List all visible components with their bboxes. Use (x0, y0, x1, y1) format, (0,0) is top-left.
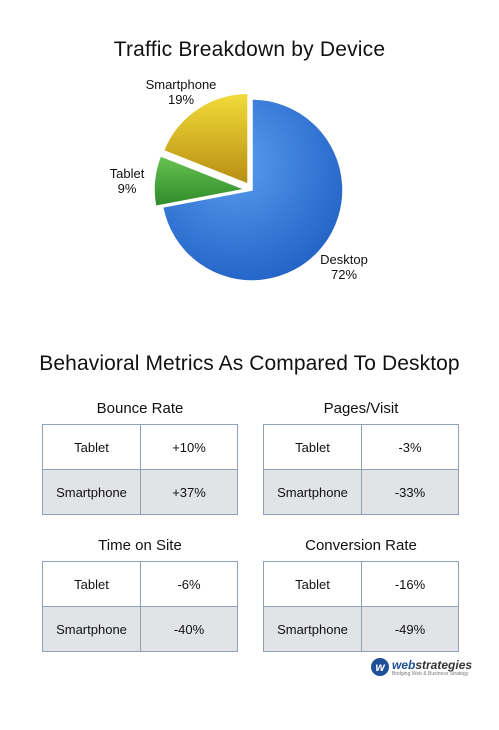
value-cell: -49% (361, 606, 459, 652)
pie-value-tablet: 9% (118, 181, 137, 196)
table-row: Tablet -3% (263, 424, 459, 470)
pie-value-desktop: 72% (331, 267, 357, 282)
webstrategies-logo: w webstrategies Bridging Web & Business … (371, 657, 472, 679)
chart-title: Traffic Breakdown by Device (113, 38, 386, 61)
pie-label-desktop: Desktop (320, 252, 368, 267)
device-cell: Tablet (263, 424, 362, 470)
table-row: Tablet -16% (263, 561, 459, 607)
metric-title: Conversion Rate (305, 537, 417, 554)
device-cell: Tablet (42, 561, 141, 607)
value-cell: -16% (361, 561, 459, 607)
bounce-rate-metric: Bounce Rate Tablet +10% Smartphone +37% (42, 400, 238, 515)
logo-text-prefix: web (392, 658, 416, 672)
pie-value-smartphone: 19% (168, 92, 194, 107)
time-on-site-metric: Time on Site Tablet -6% Smartphone -40% (42, 537, 238, 652)
metric-title: Bounce Rate (96, 400, 184, 417)
table-row: Smartphone +37% (42, 469, 238, 515)
value-cell: -40% (140, 606, 238, 652)
value-cell: +37% (140, 469, 238, 515)
conversion-rate-metric: Conversion Rate Tablet -16% Smartphone -… (263, 537, 459, 652)
device-cell: Tablet (263, 561, 362, 607)
pie-label-smartphone: Smartphone (146, 77, 217, 92)
logo-mark-icon: w (371, 658, 389, 676)
device-cell: Smartphone (42, 606, 141, 652)
pages-visit-table: Tablet -3% Smartphone -33% (263, 424, 459, 515)
logo-text-suffix: strategies (415, 658, 473, 672)
table-row: Tablet +10% (42, 424, 238, 470)
pie-slice-desktop (161, 98, 344, 282)
metric-title: Pages/Visit (323, 400, 399, 417)
value-cell: -6% (140, 561, 238, 607)
device-cell: Smartphone (42, 469, 141, 515)
table-row: Smartphone -49% (263, 606, 459, 652)
logo-text: webstrategies (392, 658, 472, 672)
value-cell: -33% (361, 469, 459, 515)
conversion-rate-table: Tablet -16% Smartphone -49% (263, 561, 459, 652)
pages-visit-metric: Pages/Visit Tablet -3% Smartphone -33% (263, 400, 459, 515)
value-cell: -3% (361, 424, 459, 470)
pie-slice-tablet (153, 154, 248, 208)
pie-slice-smartphone (162, 92, 249, 186)
metrics-section-title: Behavioral Metrics As Compared To Deskto… (39, 352, 460, 375)
table-row: Smartphone -40% (42, 606, 238, 652)
bounce-rate-table: Tablet +10% Smartphone +37% (42, 424, 238, 515)
pie-label-tablet: Tablet (110, 166, 145, 181)
device-cell: Tablet (42, 424, 141, 470)
device-cell: Smartphone (263, 606, 362, 652)
time-on-site-table: Tablet -6% Smartphone -40% (42, 561, 238, 652)
metric-title: Time on Site (98, 537, 182, 554)
device-cell: Smartphone (263, 469, 362, 515)
logo-tagline: Bridging Web & Business Strategy (392, 671, 469, 677)
table-row: Smartphone -33% (263, 469, 459, 515)
value-cell: +10% (140, 424, 238, 470)
table-row: Tablet -6% (42, 561, 238, 607)
